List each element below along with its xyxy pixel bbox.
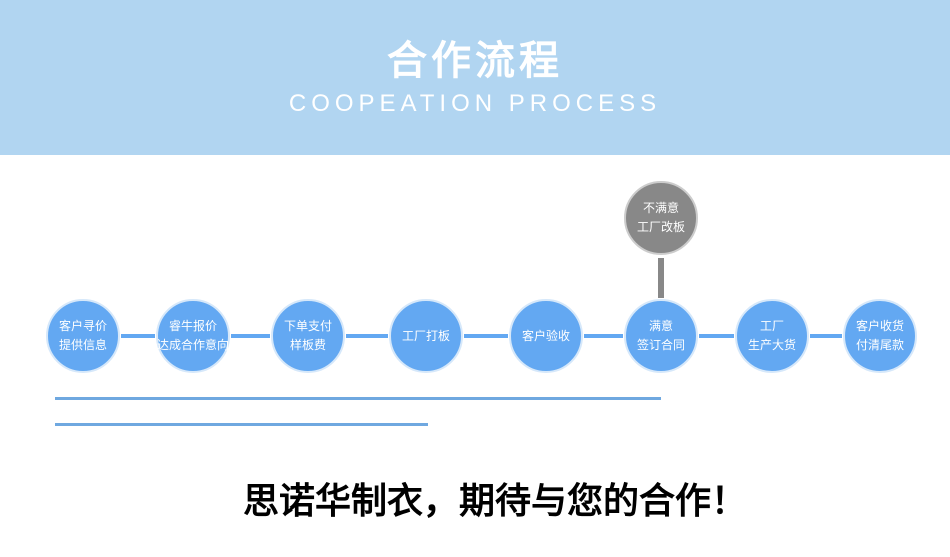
connector-line [231, 334, 270, 338]
divider-line [55, 397, 661, 400]
process-step: 睿牛报价达成合作意向 [156, 299, 230, 373]
process-step: 客户验收 [509, 299, 583, 373]
step-line: 满意 [648, 319, 673, 333]
step-line: 样板费 [289, 338, 326, 352]
connector-line [699, 334, 734, 338]
step-line: 工厂打板 [401, 328, 450, 343]
page-subtitle: COOPEATION PROCESS [288, 90, 662, 117]
step-line: 提供信息 [58, 338, 107, 352]
connector-line [121, 334, 155, 338]
connector-line [810, 334, 842, 338]
page-title: 合作流程 [387, 38, 563, 84]
step-line: 生产大货 [747, 338, 796, 352]
step-line: 不满意 [642, 201, 679, 215]
step-line: 付清尾款 [855, 338, 904, 352]
branch-connector [658, 258, 664, 298]
process-step: 工厂 生产大货 [735, 299, 809, 373]
step-line: 客户收货 [855, 319, 904, 333]
step-line: 签订合同 [636, 338, 685, 352]
step-line: 客户寻价 [58, 319, 107, 333]
branch-step-rework: 不满意 工厂改板 [624, 181, 698, 255]
process-step: 满意 签订合同 [624, 299, 698, 373]
process-step: 工厂打板 [389, 299, 463, 373]
step-line: 工厂 [759, 319, 784, 333]
slogan: 思诺华制衣，期待与您的合作！ [242, 480, 747, 522]
process-step: 下单支付 样板费 [271, 299, 345, 373]
process-step: 客户收货 付清尾款 [843, 299, 917, 373]
step-line: 睿牛报价 [168, 319, 217, 333]
process-step: 客户寻价 提供信息 [46, 299, 120, 373]
connector-line [464, 334, 508, 338]
step-line: 达成合作意向 [157, 338, 230, 352]
divider-line [55, 423, 428, 426]
step-line: 客户验收 [521, 328, 570, 343]
header-banner: 合作流程 COOPEATION PROCESS [0, 0, 950, 155]
step-line: 工厂改板 [636, 220, 685, 234]
connector-line [584, 334, 623, 338]
connector-line [346, 334, 388, 338]
step-line: 下单支付 [283, 319, 332, 333]
